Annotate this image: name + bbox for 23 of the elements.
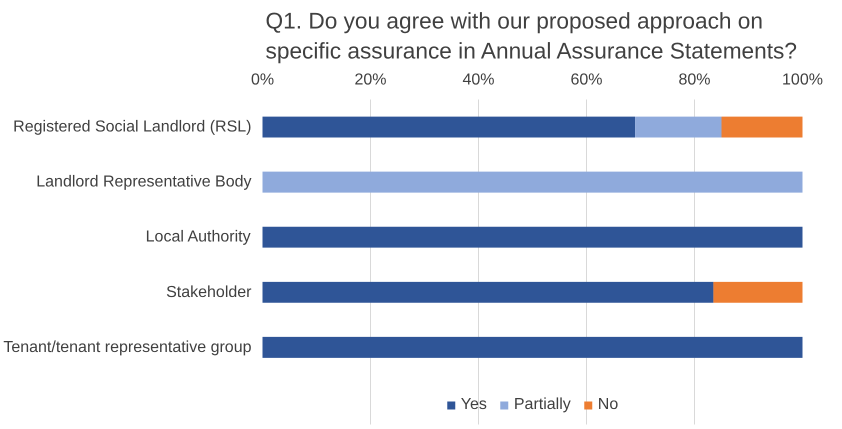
x-tick-label: 40% <box>462 72 495 88</box>
y-tick-label: Local Authority <box>146 228 251 246</box>
chart-title: Q1. Do you agree with our proposed approach on specific assurance in Annual Assurance Statements? <box>266 8 797 64</box>
y-tick-label: Landlord Representative Body <box>36 174 252 191</box>
bar <box>722 116 802 138</box>
x-tick-label: 60% <box>570 72 603 88</box>
bar <box>262 172 802 193</box>
y-tick-label: Tenant/tenant representative group <box>3 338 252 356</box>
y-tick-label: Stakeholder <box>166 284 252 301</box>
bar <box>262 282 714 303</box>
legend-label: Yes <box>460 396 487 414</box>
bar <box>262 336 802 358</box>
x-tick-label: 100% <box>782 72 823 88</box>
bar <box>635 116 722 138</box>
y-tick-label: Registered Social Landlord (RSL) <box>13 118 252 136</box>
x-tick-label: 80% <box>678 72 711 88</box>
bar <box>262 226 802 248</box>
x-tick-label: 20% <box>354 72 387 88</box>
bar <box>713 282 802 303</box>
x-tick-label: 0% <box>250 72 274 88</box>
legend-label: No <box>598 396 618 414</box>
legend-label: Partially <box>514 396 571 414</box>
bar <box>262 116 636 138</box>
